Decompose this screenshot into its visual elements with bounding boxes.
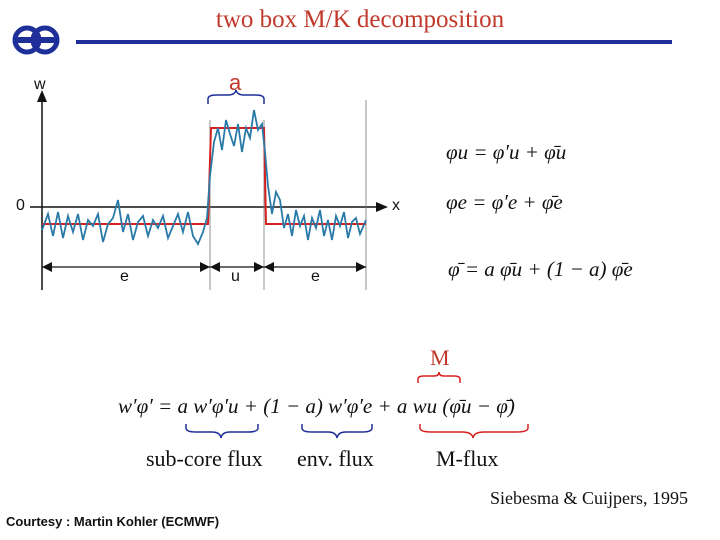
courtesy-credit: Courtesy : Martin Kohler (ECMWF): [6, 514, 220, 529]
segment-label-env-left: e: [120, 268, 129, 285]
core-fraction-bracket: [207, 89, 265, 104]
turbulent-signal: [41, 109, 367, 246]
segment-arrow-icon: [356, 262, 366, 272]
segment-arrow-icon: [264, 262, 274, 272]
caption-env-flux: env. flux: [297, 446, 374, 471]
ecmwf-logo-icon: [12, 25, 60, 55]
x-axis-label: x: [392, 197, 400, 214]
segment-arrow-icon: [200, 262, 210, 272]
segment-arrow-icon: [42, 262, 52, 272]
env-brace: [301, 424, 373, 439]
x-axis-arrow-icon: [376, 202, 388, 212]
reference-citation: Siebesma & Cuijpers, 1995: [490, 488, 688, 508]
flux-term-braces: [185, 424, 529, 439]
zero-label: 0: [16, 197, 25, 214]
core-fraction-label: a: [229, 70, 242, 95]
two-box-profile: [42, 127, 366, 225]
caption-sub-core-flux: sub-core flux: [146, 446, 263, 471]
segment-arrow-icon: [210, 262, 220, 272]
y-axis-label: w: [34, 76, 46, 93]
caption-m-flux: M-flux: [436, 446, 499, 471]
decomposition-plot: [30, 89, 388, 290]
sub-core-brace: [185, 424, 259, 439]
mass-flux-marker-bracket: [417, 371, 461, 383]
title-rule: [76, 40, 672, 44]
mass-flux-marker: M: [430, 345, 450, 370]
slide-title: two box M/K decomposition: [215, 6, 505, 33]
equation-phi-mean: φ̄ = a φ̄u + (1 − a) φ̄e: [448, 257, 633, 281]
segment-label-env-right: e: [311, 268, 320, 285]
segment-arrow-icon: [254, 262, 264, 272]
y-axis-arrow-icon: [37, 90, 47, 102]
segment-label-updraft: u: [231, 268, 240, 285]
flux-decomposition-equation: w′φ′ = a w′φ′u + (1 − a) w′φ′e + a wu (φ…: [118, 394, 515, 418]
equation-phi-environment: φe = φ′e + φ̄e: [446, 190, 563, 214]
equation-phi-updraft: φu = φ′u + φ̄u: [446, 140, 567, 164]
m-flux-brace: [419, 424, 529, 439]
